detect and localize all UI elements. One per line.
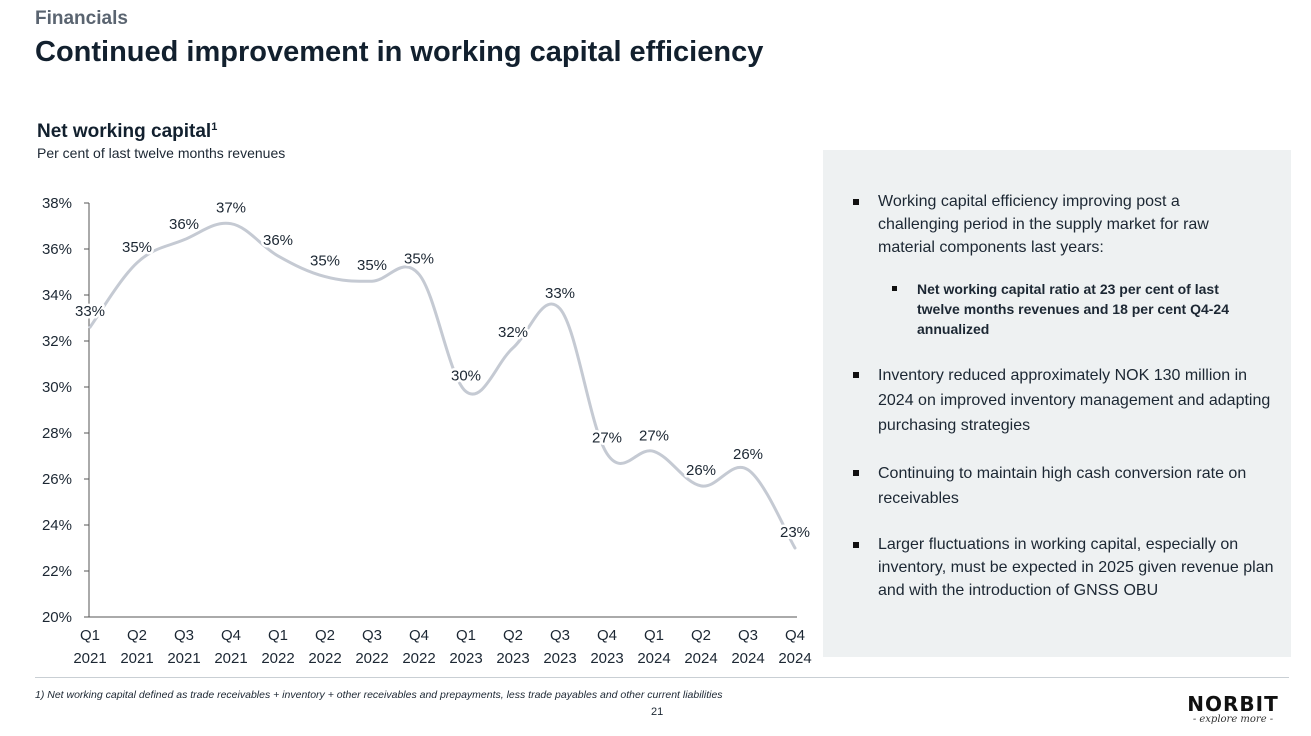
bullet-text: Net working capital ratio at 23 per cent… [917,281,1230,337]
chart-title: Net working capital1 [37,121,217,143]
x-tick-label-year: 2021 [167,650,200,667]
y-tick-label: 26% [42,471,72,488]
y-tick-label: 20% [42,609,72,626]
data-label: 35% [357,257,387,274]
data-label: 37% [216,200,246,217]
x-tick-label-year: 2024 [637,650,670,667]
x-tick-label-year: 2024 [684,650,717,667]
bullet-square-icon [853,470,859,476]
x-tick-label: Q4 [785,627,805,644]
section-label: Financials [35,8,128,29]
data-label: 36% [263,232,293,249]
data-label: 35% [310,253,340,270]
bullet-text: Inventory reduced approximately NOK 130 … [878,367,1271,434]
x-tick-label: Q2 [315,627,335,644]
x-tick-label: Q3 [550,627,570,644]
chart-title-text: Net working capital [37,121,212,142]
x-tick-label-year: 2022 [261,650,294,667]
commentary-panel: Working capital efficiency improving pos… [823,150,1291,657]
bullet-text: Larger fluctuations in working capital, … [878,536,1274,599]
series-line [88,221,797,550]
data-label: 35% [122,239,152,256]
x-tick-label-year: 2024 [731,650,764,667]
y-tick-label: 24% [42,517,72,534]
bullet-item-3: Continuing to maintain high cash convers… [853,461,1273,511]
x-tick-label: Q3 [174,627,194,644]
footnote-marker: 1 [211,121,218,133]
x-tick-label: Q3 [738,627,758,644]
x-tick-label-year: 2022 [355,650,388,667]
x-tick-label-year: 2021 [73,650,106,667]
x-tick-label: Q2 [691,627,711,644]
page-number: 21 [651,706,664,718]
x-tick-label-year: 2021 [120,650,153,667]
logo-tagline: - explore more - [1192,714,1274,725]
y-tick-label: 34% [42,287,72,304]
x-tick-label-year: 2024 [778,650,811,667]
y-tick-label: 30% [42,379,72,396]
data-label: 33% [545,285,575,302]
x-tick-label: Q1 [268,627,288,644]
data-label: 27% [639,427,669,444]
x-tick-label: Q4 [221,627,241,644]
y-tick-label: 22% [42,563,72,580]
data-label: 35% [404,250,434,267]
data-label: 33% [75,303,105,320]
y-tick-label: 38% [42,195,72,212]
x-tick-label-year: 2023 [590,650,623,667]
bullet-item-1: Working capital efficiency improving pos… [853,190,1258,259]
x-tick-label: Q4 [409,627,429,644]
bullet-square-icon [853,199,859,205]
page-title: Continued improvement in working capital… [35,36,764,68]
x-tick-label: Q2 [503,627,523,644]
logo-wordmark: NORBIT [1187,692,1279,716]
data-label: 36% [169,216,199,233]
x-tick-label-year: 2022 [308,650,341,667]
x-tick-label-year: 2022 [402,650,435,667]
bullet-text: Working capital efficiency improving pos… [878,193,1209,256]
y-tick-label: 28% [42,425,72,442]
y-tick-label: 32% [42,333,72,350]
x-tick-label-year: 2023 [543,650,576,667]
sub-bullet-item: Net working capital ratio at 23 per cent… [892,279,1262,339]
line-chart: 20% 22% 24% 26% 28% 30% 32% 34% 36% 38% 33% 35% 36% 3… [42,195,813,667]
bullet-item-2: Inventory reduced approximately NOK 130 … [853,363,1273,438]
bullet-item-4: Larger fluctuations in working capital, … [853,533,1278,602]
x-tick-label: Q4 [597,627,617,644]
data-label: 27% [592,430,622,447]
data-label: 23% [780,524,810,541]
x-tick-label-year: 2021 [214,650,247,667]
x-tick-label-year: 2023 [496,650,529,667]
footer-divider [35,677,1289,678]
x-tick-label: Q1 [80,627,100,644]
data-label: 26% [686,462,716,479]
bullet-text: Continuing to maintain high cash convers… [878,465,1247,507]
x-tick-label: Q1 [644,627,664,644]
data-label: 30% [451,368,481,385]
x-tick-label: Q3 [362,627,382,644]
x-tick-label: Q2 [127,627,147,644]
bullet-square-icon [853,542,859,548]
footnote: 1) Net working capital defined as trade … [35,689,723,701]
data-label: 26% [733,446,763,463]
x-tick-label: Q1 [456,627,476,644]
chart-subtitle: Per cent of last twelve months revenues [37,145,286,161]
bullet-square-icon [892,286,897,291]
bullet-square-icon [853,372,859,378]
x-tick-label-year: 2023 [449,650,482,667]
norbit-logo: NORBIT - explore more - [1183,692,1283,725]
data-label: 32% [498,324,528,341]
y-tick-label: 36% [42,241,72,258]
